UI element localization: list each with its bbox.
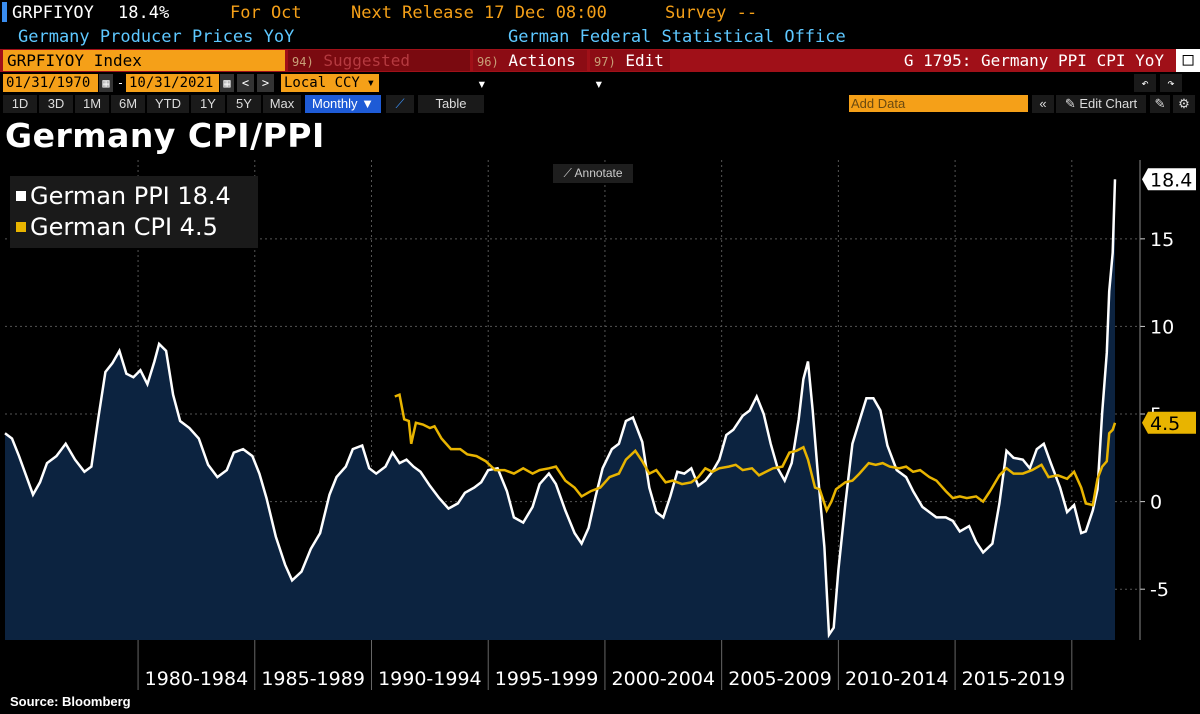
security-field[interactable]: GRPFIYOY Index bbox=[3, 50, 285, 71]
annotate-label: Annotate bbox=[574, 166, 623, 180]
chart-id: G 1795: Germany PPI CPI YoY bbox=[903, 51, 1164, 70]
actions-number: 96) bbox=[477, 55, 499, 69]
period-3d[interactable]: 3D bbox=[39, 95, 73, 113]
y-tick-label: 15 bbox=[1150, 229, 1174, 251]
next-release-label: Next Release 17 Dec 08:00 bbox=[351, 3, 607, 23]
ppi-last-value-tag bbox=[1142, 168, 1196, 191]
window-close-icon[interactable]: □ bbox=[1176, 49, 1200, 72]
annotate-icon[interactable]: ✎ bbox=[1150, 95, 1170, 113]
end-date-input[interactable]: 10/31/2021 bbox=[126, 74, 219, 92]
suggested-charts-number: 94) bbox=[292, 55, 314, 69]
add-data-input[interactable]: Add Data bbox=[849, 95, 1028, 112]
survey-label: Survey -- bbox=[665, 3, 758, 23]
x-tick-label: 2000-2004 bbox=[612, 668, 716, 690]
redo-icon[interactable]: ↷ bbox=[1160, 74, 1182, 92]
period-ytd[interactable]: YTD bbox=[147, 95, 189, 113]
annotate-pencil-icon: ⟋ bbox=[563, 166, 575, 180]
period-6m[interactable]: 6M bbox=[111, 95, 145, 113]
period-1y[interactable]: 1Y bbox=[191, 95, 225, 113]
ticker-label[interactable]: GRPFIYOY bbox=[12, 3, 94, 23]
legend-item-cpi[interactable]: German CPI 4.5 bbox=[16, 213, 218, 241]
start-date-input[interactable]: 01/31/1970 bbox=[3, 74, 98, 92]
chart-title: Germany CPI/PPI bbox=[5, 116, 325, 155]
ppi-series-line[interactable] bbox=[4, 179, 1117, 639]
frequency-select[interactable]: Monthly ▼ bbox=[305, 95, 381, 113]
x-tick-label: 2015-2019 bbox=[962, 668, 1066, 690]
source-office: German Federal Statistical Office bbox=[508, 27, 846, 47]
legend: German PPI 18.4 German CPI 4.5 bbox=[10, 176, 258, 248]
start-calendar-icon[interactable]: ▦ bbox=[99, 74, 113, 92]
currency-select[interactable]: Local CCY ▾ bbox=[281, 74, 379, 92]
collapse-icon[interactable]: « bbox=[1032, 95, 1054, 113]
last-value: 18.4% bbox=[118, 3, 170, 23]
legend-swatch-ppi bbox=[16, 191, 26, 201]
cpi-last-value-tag-label: 4.5 bbox=[1150, 413, 1180, 435]
end-calendar-icon[interactable]: ▦ bbox=[220, 74, 234, 92]
x-tick-label: 1980-1984 bbox=[145, 668, 249, 690]
currency-dropdown-icon: ▾ bbox=[366, 75, 375, 91]
source-note: Source: Bloomberg bbox=[10, 694, 131, 709]
x-tick-label: 2010-2014 bbox=[845, 668, 949, 690]
edit-label: Edit ▾ bbox=[594, 51, 664, 93]
ppi-area-fill bbox=[5, 179, 1115, 641]
date-range-row: 01/31/1970 ▦ - 10/31/2021 ▦ < > Local CC… bbox=[0, 74, 1200, 93]
annotate-button[interactable]: ⟋ Annotate bbox=[553, 164, 633, 183]
period-toolbar: 1D 3D 1M 6M YTD 1Y 5Y Max Monthly ▼ ⟋ Ta… bbox=[0, 94, 1200, 114]
period-max[interactable]: Max bbox=[263, 95, 301, 113]
edit-chart-button[interactable]: ✎ Edit Chart bbox=[1056, 95, 1146, 113]
period-1m[interactable]: 1M bbox=[75, 95, 109, 113]
period-5y[interactable]: 5Y bbox=[227, 95, 261, 113]
security-description: Germany Producer Prices YoY bbox=[18, 27, 295, 47]
edit-chart-label: Edit Chart bbox=[1079, 96, 1138, 111]
settings-gear-icon[interactable]: ⚙ bbox=[1173, 95, 1195, 113]
security-description-row: Germany Producer Prices YoY German Feder… bbox=[0, 26, 1200, 48]
period-label: For Oct bbox=[230, 3, 302, 23]
line-chart-icon[interactable]: ⟋ bbox=[386, 95, 414, 113]
y-tick-label: -5 bbox=[1150, 579, 1169, 601]
date-separator: - bbox=[116, 76, 125, 90]
x-tick-label: 1995-1999 bbox=[495, 668, 599, 690]
legend-label-ppi: German PPI 18.4 bbox=[30, 182, 231, 210]
undo-icon[interactable]: ↶ bbox=[1134, 74, 1156, 92]
prev-period-icon[interactable]: < bbox=[237, 74, 254, 92]
y-tick-label: 0 bbox=[1150, 492, 1162, 514]
actions-label: Actions ▾ bbox=[477, 51, 576, 93]
security-header: GRPFIYOY 18.4% For Oct Next Release 17 D… bbox=[0, 0, 1200, 26]
x-tick-label: 1990-1994 bbox=[378, 668, 482, 690]
edit-menu[interactable]: 97) Edit ▾ bbox=[590, 50, 670, 93]
period-1d[interactable]: 1D bbox=[3, 95, 37, 113]
edit-number: 97) bbox=[594, 55, 616, 69]
cpi-last-value-tag bbox=[1142, 411, 1196, 434]
currency-value: Local CCY bbox=[284, 75, 360, 91]
table-button[interactable]: Table bbox=[418, 95, 484, 113]
ppi-last-value-tag-label: 18.4 bbox=[1150, 169, 1192, 191]
command-cursor bbox=[2, 2, 7, 22]
edit-pencil-icon: ✎ bbox=[1064, 96, 1076, 111]
legend-label-cpi: German CPI 4.5 bbox=[30, 213, 218, 241]
x-tick-label: 2005-2009 bbox=[728, 668, 832, 690]
y-tick-label: 10 bbox=[1150, 316, 1174, 338]
cpi-series-line[interactable] bbox=[394, 392, 1117, 514]
actions-menu[interactable]: 96) Actions ▾ bbox=[473, 50, 587, 93]
x-tick-label: 1985-1989 bbox=[261, 668, 365, 690]
legend-swatch-cpi bbox=[16, 222, 26, 232]
legend-item-ppi[interactable]: German PPI 18.4 bbox=[16, 182, 231, 210]
next-period-icon[interactable]: > bbox=[257, 74, 274, 92]
